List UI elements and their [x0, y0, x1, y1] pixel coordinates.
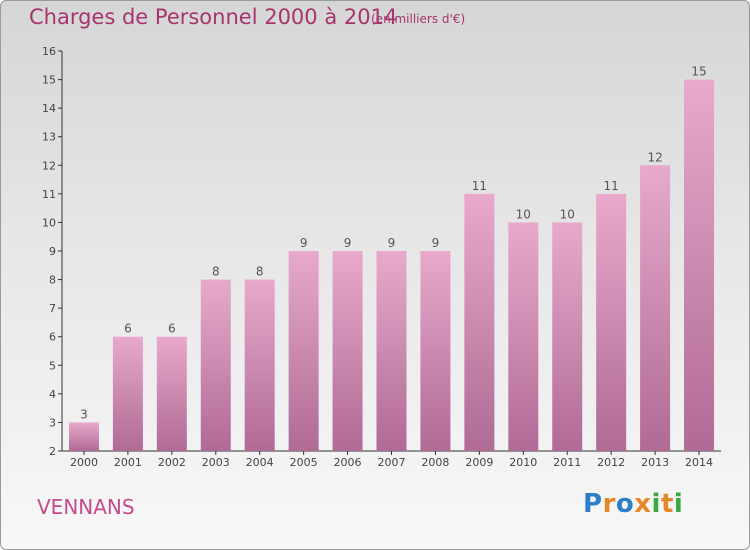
proxiti-logo[interactable]: Proxiti: [583, 489, 683, 519]
bar: [508, 222, 539, 451]
bar: [112, 336, 143, 451]
x-tick-label: 2011: [553, 456, 581, 469]
data-label: 9: [300, 236, 308, 250]
commune-name: VENNANS: [37, 495, 135, 519]
x-tick-label: 2009: [465, 456, 493, 469]
y-tick-label: 13: [42, 131, 56, 144]
bar: [244, 279, 275, 451]
bar: [596, 193, 627, 451]
bar: [332, 251, 363, 451]
bar: [464, 193, 495, 451]
data-label: 6: [168, 322, 176, 336]
x-tick-label: 2000: [70, 456, 98, 469]
x-tick-label: 2006: [334, 456, 362, 469]
data-label: 9: [432, 236, 440, 250]
y-tick-label: 9: [49, 245, 56, 258]
bar: [376, 251, 407, 451]
data-label: 9: [344, 236, 352, 250]
y-tick-label: 5: [49, 359, 56, 372]
logo-letter: P: [583, 489, 603, 519]
y-tick-label: 16: [42, 45, 56, 58]
y-tick-label: 3: [49, 416, 56, 429]
x-tick-label: 2014: [685, 456, 713, 469]
logo-letter: o: [615, 489, 635, 519]
y-tick-label: 15: [42, 74, 56, 87]
data-label: 11: [604, 179, 619, 193]
bar: [288, 251, 319, 451]
chart-labels: 2000 3 2001 6 2002 6 2003 8 2004 8 2005 9 2006 9 2007 9…: [70, 65, 713, 469]
bar: [420, 251, 451, 451]
logo-letter: i: [651, 489, 661, 519]
y-tick-label: 11: [42, 188, 56, 201]
y-tick-label: 7: [49, 302, 56, 315]
chart-bars: [68, 79, 715, 452]
y-tick-label: 10: [42, 216, 56, 229]
y-tick-label: 14: [42, 102, 56, 115]
y-tick-label: 12: [42, 159, 56, 172]
logo-letter: i: [673, 489, 684, 519]
logo-letter: t: [660, 489, 674, 519]
data-label: 10: [516, 207, 531, 221]
x-tick-label: 2004: [246, 456, 274, 469]
data-label: 15: [691, 65, 706, 79]
x-tick-label: 2001: [114, 456, 142, 469]
data-label: 6: [124, 322, 132, 336]
x-tick-label: 2013: [641, 456, 669, 469]
y-tick-label: 8: [49, 274, 56, 287]
x-tick-label: 2005: [290, 456, 318, 469]
data-label: 11: [472, 179, 487, 193]
bar: [684, 79, 715, 452]
data-label: 10: [560, 207, 575, 221]
x-tick-label: 2008: [421, 456, 449, 469]
x-tick-label: 2012: [597, 456, 625, 469]
y-tick-label: 2: [49, 445, 56, 458]
x-tick-label: 2007: [378, 456, 406, 469]
x-tick-label: 2002: [158, 456, 186, 469]
chart-title: Charges de Personnel 2000 à 2014: [29, 5, 398, 29]
logo-letter: r: [602, 489, 616, 519]
x-tick-label: 2010: [509, 456, 537, 469]
bar: [200, 279, 231, 451]
data-label: 8: [212, 265, 220, 279]
data-label: 12: [647, 150, 662, 164]
data-label: 8: [256, 265, 264, 279]
bar: [68, 422, 99, 451]
chart-subtitle: (en milliers d'€): [371, 12, 466, 26]
logo-letter: x: [634, 489, 652, 519]
bar: [640, 165, 671, 452]
data-label: 3: [80, 407, 88, 421]
y-tick-label: 6: [49, 331, 56, 344]
x-tick-label: 2003: [202, 456, 230, 469]
y-tick-label: 4: [49, 388, 56, 401]
data-label: 9: [388, 236, 396, 250]
bar: [552, 222, 583, 451]
bar: [156, 336, 187, 451]
